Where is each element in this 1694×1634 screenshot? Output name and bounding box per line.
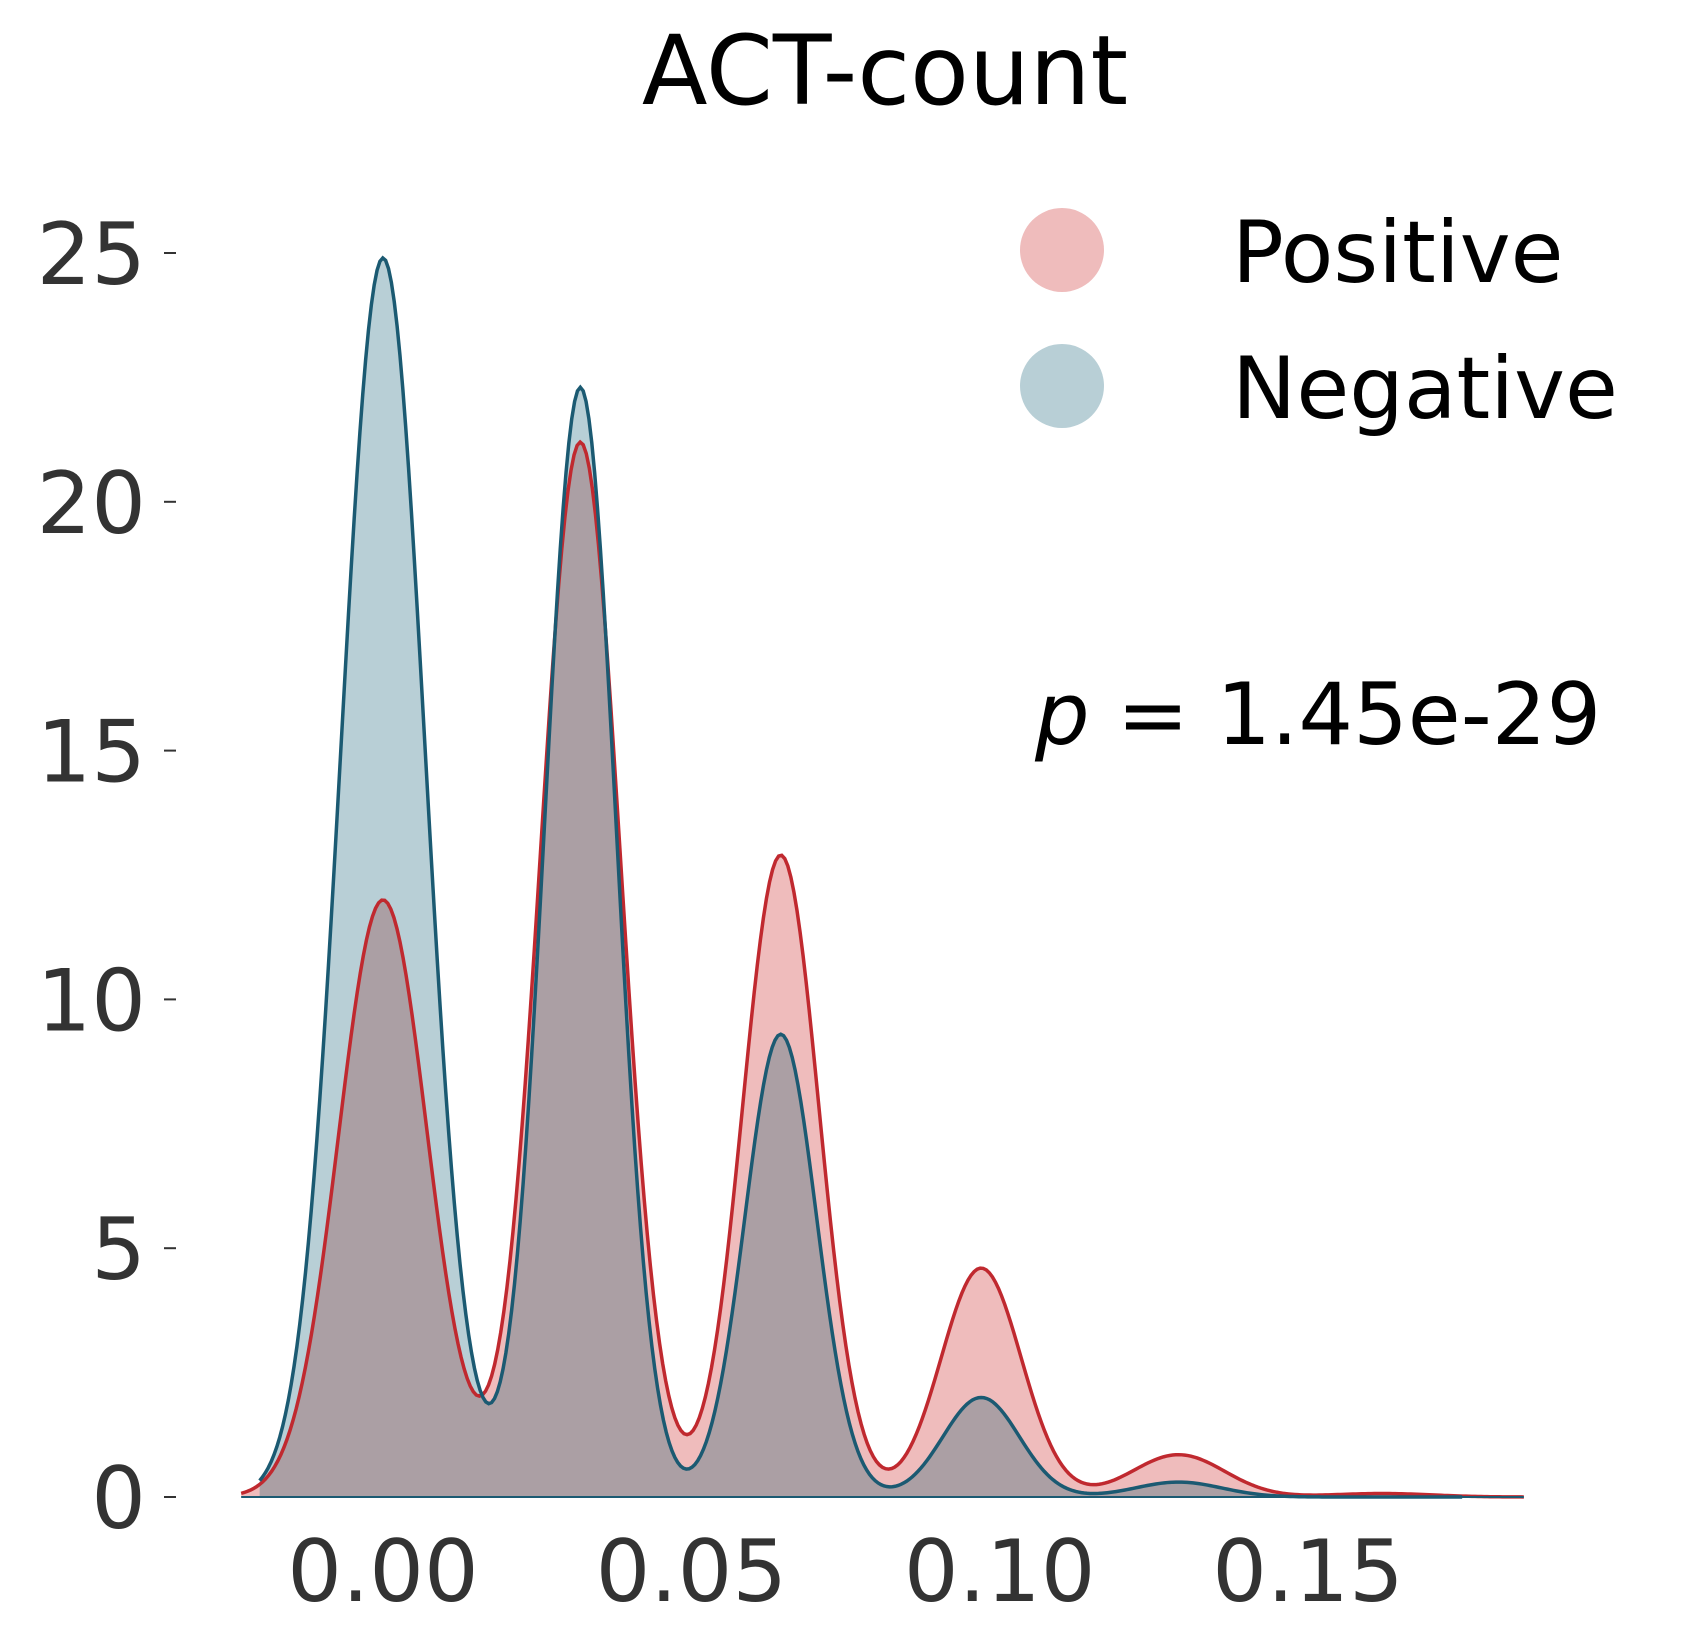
negative-density-line bbox=[258, 255, 1463, 1499]
y-axis: 0 5 10 15 20 25 bbox=[37, 205, 176, 1549]
x-tick-label: 0.00 bbox=[287, 1522, 478, 1622]
legend-label-negative: Negative bbox=[1232, 339, 1618, 439]
legend-label-positive: Positive bbox=[1232, 203, 1564, 303]
p-symbol: p bbox=[1034, 665, 1090, 765]
positive-density-line bbox=[240, 439, 1524, 1499]
legend-marker-negative bbox=[1020, 344, 1104, 428]
legend: Positive Negative bbox=[1020, 203, 1618, 439]
plot-area bbox=[240, 255, 1524, 1499]
overlap-density-area bbox=[259, 442, 1463, 1497]
p-value-annotation: p = 1.45e-29 bbox=[1034, 665, 1601, 765]
legend-marker-positive bbox=[1020, 208, 1104, 292]
x-axis: 0.00 0.05 0.10 0.15 bbox=[287, 1522, 1403, 1622]
p-value-text: = 1.45e-29 bbox=[1090, 665, 1602, 765]
y-tick-label: 10 bbox=[37, 951, 146, 1051]
y-tick-label: 15 bbox=[37, 703, 146, 803]
y-tick-label: 20 bbox=[37, 454, 146, 554]
x-tick-label: 0.15 bbox=[1212, 1522, 1403, 1622]
x-tick-label: 0.10 bbox=[904, 1522, 1095, 1622]
y-tick-label: 25 bbox=[37, 205, 146, 305]
chart-title: ACT-count bbox=[642, 15, 1128, 127]
y-tick-label: 5 bbox=[91, 1200, 146, 1300]
x-tick-label: 0.05 bbox=[596, 1522, 787, 1622]
y-tick-label: 0 bbox=[91, 1449, 146, 1549]
